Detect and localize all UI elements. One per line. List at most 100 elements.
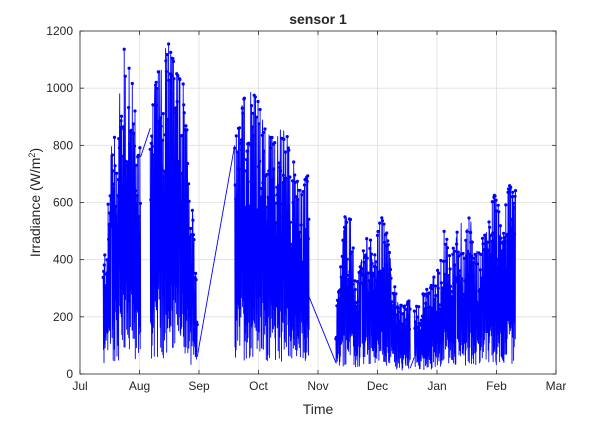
data-point [362, 273, 367, 277]
series-gap-connector [409, 356, 415, 369]
data-point [513, 194, 517, 198]
data-point [306, 174, 310, 178]
data-point [304, 262, 308, 266]
data-point [502, 235, 506, 240]
data-point [436, 286, 440, 290]
data-point [291, 201, 295, 205]
data-point [176, 208, 180, 212]
data-point [478, 268, 482, 272]
data-point [452, 281, 456, 285]
data-point [400, 322, 404, 326]
data-point [491, 231, 495, 235]
data-point [385, 263, 389, 267]
data-point [510, 217, 514, 221]
data-point [388, 267, 393, 272]
data-point [484, 276, 488, 281]
data-point [487, 220, 491, 224]
data-point [157, 119, 161, 123]
data-point [189, 226, 193, 231]
data-point [475, 262, 479, 266]
data-point [283, 150, 288, 154]
data-point [449, 289, 453, 294]
data-point [247, 141, 251, 145]
data-point [119, 114, 124, 118]
data-point [286, 239, 290, 243]
data-point [406, 314, 410, 318]
data-point [165, 145, 170, 149]
data-point [118, 125, 123, 129]
data-point [235, 150, 239, 154]
data-point [341, 238, 345, 242]
data-point [380, 219, 384, 223]
data-point [279, 234, 283, 238]
data-point [156, 70, 160, 74]
data-point [451, 252, 455, 256]
data-point [461, 251, 465, 256]
data-point [407, 299, 411, 303]
data-point [131, 191, 135, 195]
data-point [381, 267, 385, 271]
data-point [149, 141, 153, 145]
data-point [138, 201, 142, 205]
data-point [511, 201, 515, 205]
y-tick-label: 0 [66, 367, 73, 381]
data-point [121, 184, 125, 188]
y-tick-label: 800 [53, 138, 73, 152]
data-point [294, 223, 298, 227]
data-point [430, 306, 434, 310]
series-line-segment [413, 185, 516, 371]
data-point [402, 304, 407, 308]
data-point [110, 153, 114, 157]
data-point [120, 154, 124, 158]
data-point [445, 246, 449, 250]
data-point [134, 189, 138, 193]
data-point [423, 292, 427, 296]
data-point [494, 198, 498, 202]
x-tick-label: Aug [129, 379, 150, 393]
data-point [275, 193, 279, 197]
data-point [388, 273, 392, 277]
data-point [404, 307, 408, 311]
data-point [181, 82, 185, 86]
data-point [287, 225, 291, 229]
data-point [148, 147, 152, 151]
data-point [371, 271, 375, 275]
data-point [369, 252, 374, 256]
data-point [127, 66, 131, 70]
data-point [432, 297, 436, 301]
data-point [177, 159, 181, 164]
data-point [384, 285, 388, 289]
data-point [295, 227, 299, 231]
data-point [400, 333, 404, 337]
data-point [403, 326, 407, 330]
data-point [243, 205, 248, 210]
data-point [458, 269, 462, 273]
data-point [184, 201, 188, 205]
data-point [297, 188, 301, 192]
data-point [391, 304, 395, 308]
data-point [415, 315, 419, 319]
data-point [471, 273, 475, 277]
data-point [405, 302, 409, 307]
data-point [194, 271, 198, 275]
y-tick-label: 200 [53, 310, 73, 324]
data-point [404, 318, 408, 322]
data-point [496, 266, 500, 270]
data-point [260, 133, 264, 137]
data-point [447, 297, 451, 301]
data-point [116, 178, 120, 182]
data-point [130, 81, 134, 86]
data-point [262, 211, 267, 216]
data-point [103, 253, 107, 257]
data-point [287, 148, 291, 152]
data-point [301, 261, 305, 265]
data-point [182, 111, 186, 115]
data-point [111, 187, 116, 191]
data-point [358, 282, 362, 286]
data-point [167, 78, 171, 82]
data-point [419, 329, 423, 333]
data-point [365, 256, 369, 260]
data-point [466, 249, 470, 253]
data-point [488, 225, 492, 229]
data-point [486, 248, 490, 252]
